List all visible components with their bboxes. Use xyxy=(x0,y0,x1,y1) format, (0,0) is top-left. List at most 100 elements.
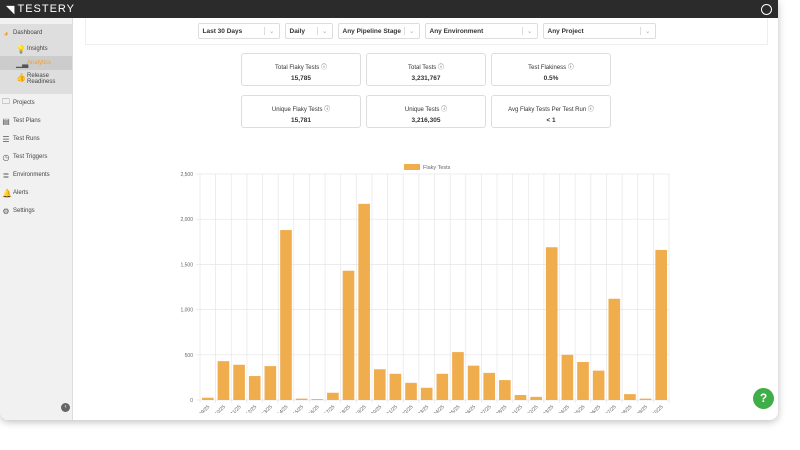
sidebar-item-dashboard[interactable]: ◕ Dashboard xyxy=(0,24,72,42)
sidebar-item-label: Projects xyxy=(13,100,35,106)
bar xyxy=(545,247,558,400)
sidebar-item-insights[interactable]: 💡 Insights xyxy=(0,42,72,56)
x-tick-label: 03/03/25 xyxy=(537,404,555,413)
chart-icon: ▁▃ xyxy=(16,58,29,68)
stat-title-text: Unique Tests xyxy=(404,107,440,113)
user-account-icon[interactable] xyxy=(761,3,772,15)
bar xyxy=(499,380,511,400)
sidebar-item-test-triggers[interactable]: ◷ Test Triggers xyxy=(0,148,72,166)
info-icon[interactable]: ⓘ xyxy=(567,65,574,71)
info-icon[interactable]: ⓘ xyxy=(437,65,444,71)
x-tick-label: 02/19/25 xyxy=(350,404,368,413)
stat-value: 15,785 xyxy=(291,75,311,82)
bar xyxy=(217,361,230,400)
x-tick-label: 02/13/25 xyxy=(256,404,274,413)
filter-select-0[interactable]: Last 30 Days ⌄ xyxy=(197,23,280,39)
y-tick-label: 2,500 xyxy=(180,172,193,178)
bar xyxy=(592,370,605,400)
filter-select-3[interactable]: Any Environment ⌄ xyxy=(424,23,538,39)
x-tick-label: 02/17/25 xyxy=(318,404,336,413)
sidebar-item-settings[interactable]: ⚙ Settings xyxy=(0,202,72,220)
stat-value: 15,781 xyxy=(291,117,311,124)
x-tick-label: 02/24/25 xyxy=(428,404,446,413)
help-button[interactable]: ? xyxy=(753,388,774,409)
info-icon[interactable]: ⓘ xyxy=(441,107,448,113)
sidebar-item-label: Test Runs xyxy=(13,136,40,142)
bar xyxy=(561,354,574,400)
dashboard-icon: ◕ xyxy=(3,28,9,38)
x-tick-label: 03/05/25 xyxy=(568,404,586,413)
app-name: TESTERY xyxy=(17,3,75,15)
sidebar-item-test-runs[interactable]: ☰ Test Runs xyxy=(0,130,72,148)
stat-card: Total Flaky Tests ⓘ 15,785 xyxy=(241,53,361,86)
collapse-sidebar-icon[interactable]: ‹ xyxy=(61,403,70,412)
stat-value: 0.5% xyxy=(543,75,559,82)
sidebar-item-analytics[interactable]: ▁▃ Analytics xyxy=(0,56,72,70)
sidebar-item-projects[interactable]: 🗀 Projects xyxy=(0,94,72,112)
x-tick-label: 03/07/25 xyxy=(600,404,618,413)
sidebar-item-label: Settings xyxy=(13,208,35,214)
filter-select-2[interactable]: Any Pipeline Stage ⌄ xyxy=(337,23,420,39)
x-tick-label: 03/10/25 xyxy=(647,404,665,413)
sidebar-item-test-plans[interactable]: ▤ Test Plans xyxy=(0,112,72,130)
chevron-down-icon: ⌄ xyxy=(404,27,415,35)
stat-title-text: Avg Flaky Tests Per Test Run xyxy=(508,107,587,113)
stat-value: 3,231,767 xyxy=(411,75,441,82)
filter-value: Any Project xyxy=(547,27,584,35)
dashboard-submenu: 💡 Insights ▁▃ Analytics 👍 Release Readiness xyxy=(0,42,72,94)
sidebar-item-alerts[interactable]: 🔔 Alerts xyxy=(0,184,72,202)
sidebar-item-release-readiness[interactable]: 👍 Release Readiness xyxy=(0,70,72,94)
x-tick-label: 02/14/25 xyxy=(271,404,289,413)
info-icon[interactable]: ⓘ xyxy=(320,65,327,71)
stat-title: Avg Flaky Tests Per Test Run ⓘ xyxy=(492,104,610,113)
stat-title: Total Tests ⓘ xyxy=(367,62,485,71)
x-tick-label: 02/12/25 xyxy=(240,404,258,413)
bar xyxy=(295,398,308,400)
bar xyxy=(624,394,636,400)
x-tick-label: 03/06/25 xyxy=(584,404,602,413)
logo[interactable]: ◥ TESTERY xyxy=(6,3,75,16)
x-tick-label: 02/27/25 xyxy=(475,404,493,413)
bar xyxy=(202,397,214,400)
stat-card: Total Tests ⓘ 3,231,767 xyxy=(366,53,486,86)
filter-select-4[interactable]: Any Project ⌄ xyxy=(542,23,656,39)
x-tick-label: 02/20/25 xyxy=(365,404,383,413)
stat-card: Test Flakiness ⓘ 0.5% xyxy=(491,53,611,86)
sidebar-item-label: Test Plans xyxy=(13,118,41,124)
bar xyxy=(264,366,277,400)
bar xyxy=(436,373,449,400)
chevron-down-icon: ⌄ xyxy=(317,27,328,35)
y-tick-label: 1,000 xyxy=(180,308,193,314)
clock-icon: ◷ xyxy=(2,152,10,162)
bar xyxy=(420,387,433,400)
top-bar: ◥ TESTERY xyxy=(0,0,778,18)
sidebar-item-label: Dashboard xyxy=(13,30,43,36)
bar xyxy=(530,396,542,400)
sidebar-item-environments[interactable]: ≣ Environments xyxy=(0,166,72,184)
flaky-tests-chart: 0 500 1,000 1,500 2,000 2,500 02/09/2502/10/25… xyxy=(180,164,670,413)
x-tick-label: 03/09/25 xyxy=(631,404,649,413)
info-icon[interactable]: ⓘ xyxy=(324,107,331,113)
x-tick-label: 03/04/25 xyxy=(553,404,571,413)
x-tick-label: 02/18/25 xyxy=(334,404,352,413)
x-tick-label: 02/15/25 xyxy=(287,404,305,413)
x-tick-label: 03/08/25 xyxy=(615,404,633,413)
bar xyxy=(280,230,292,400)
thumbs-up-icon: 👍 xyxy=(16,73,26,82)
bar xyxy=(358,203,370,400)
sidebar: ◕ Dashboard 💡 Insights ▁▃ Analytics 👍 Release R… xyxy=(0,18,73,420)
main-content: Last 30 Days ⌄ Daily ⌄ Any Pipeline Stage ⌄ An… xyxy=(73,18,778,420)
server-icon: ≣ xyxy=(2,170,10,180)
filter-select-1[interactable]: Daily ⌄ xyxy=(284,23,333,39)
info-icon[interactable]: ⓘ xyxy=(587,107,594,113)
bar xyxy=(577,362,589,400)
logo-icon: ◥ xyxy=(6,3,16,16)
x-tick-label: 03/01/25 xyxy=(506,404,524,413)
bar xyxy=(639,398,652,400)
bar xyxy=(608,298,621,400)
clipboard-icon: ▤ xyxy=(2,116,10,126)
sidebar-item-label: Environments xyxy=(13,172,50,178)
bar xyxy=(467,365,480,400)
stat-card: Unique Tests ⓘ 3,216,305 xyxy=(366,95,486,128)
stat-title-text: Total Tests xyxy=(408,65,437,71)
